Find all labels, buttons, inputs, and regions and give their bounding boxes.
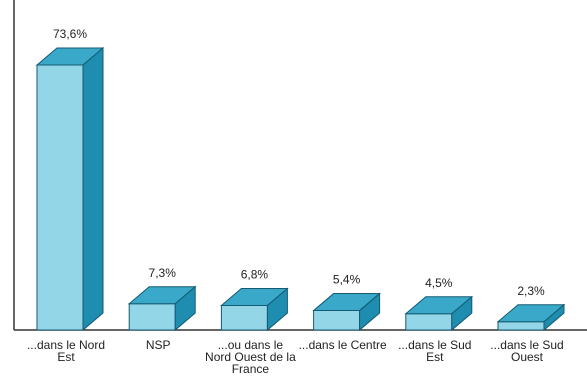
value-label: 5,4% bbox=[333, 273, 361, 287]
bar-side bbox=[82, 46, 104, 332]
bar-side bbox=[359, 292, 381, 332]
bar-side bbox=[174, 285, 196, 332]
value-label: 73,6% bbox=[53, 27, 87, 41]
value-label: 4,5% bbox=[425, 276, 453, 290]
value-label: 6,8% bbox=[241, 268, 269, 282]
bar bbox=[35, 46, 105, 332]
x-tick-label: ...ou dans le Nord Ouest de la France bbox=[205, 338, 296, 376]
x-tick-label: ...dans le Centre bbox=[298, 338, 387, 352]
bar bbox=[220, 287, 289, 332]
x-tick-label: ...dans le Sud Ouest bbox=[490, 338, 564, 364]
x-tick-label: ...dans le Nord Est bbox=[26, 338, 106, 364]
bar bbox=[404, 295, 474, 332]
bar-front bbox=[313, 310, 361, 331]
x-tick-label: NSP bbox=[145, 338, 171, 352]
bar bbox=[312, 292, 381, 332]
bar-front bbox=[220, 305, 268, 331]
bar-front bbox=[128, 303, 176, 331]
bar-side bbox=[266, 287, 288, 332]
x-tick-label: ...dans le Sud Est bbox=[398, 338, 472, 364]
bar-front bbox=[36, 64, 84, 331]
bar bbox=[127, 285, 197, 332]
bar bbox=[496, 303, 566, 332]
bar-side bbox=[451, 295, 473, 332]
bar-side bbox=[543, 303, 565, 332]
value-label: 7,3% bbox=[149, 266, 177, 280]
value-label: 2,3% bbox=[517, 284, 545, 298]
bar-front bbox=[497, 321, 545, 331]
bar-front bbox=[405, 313, 453, 331]
